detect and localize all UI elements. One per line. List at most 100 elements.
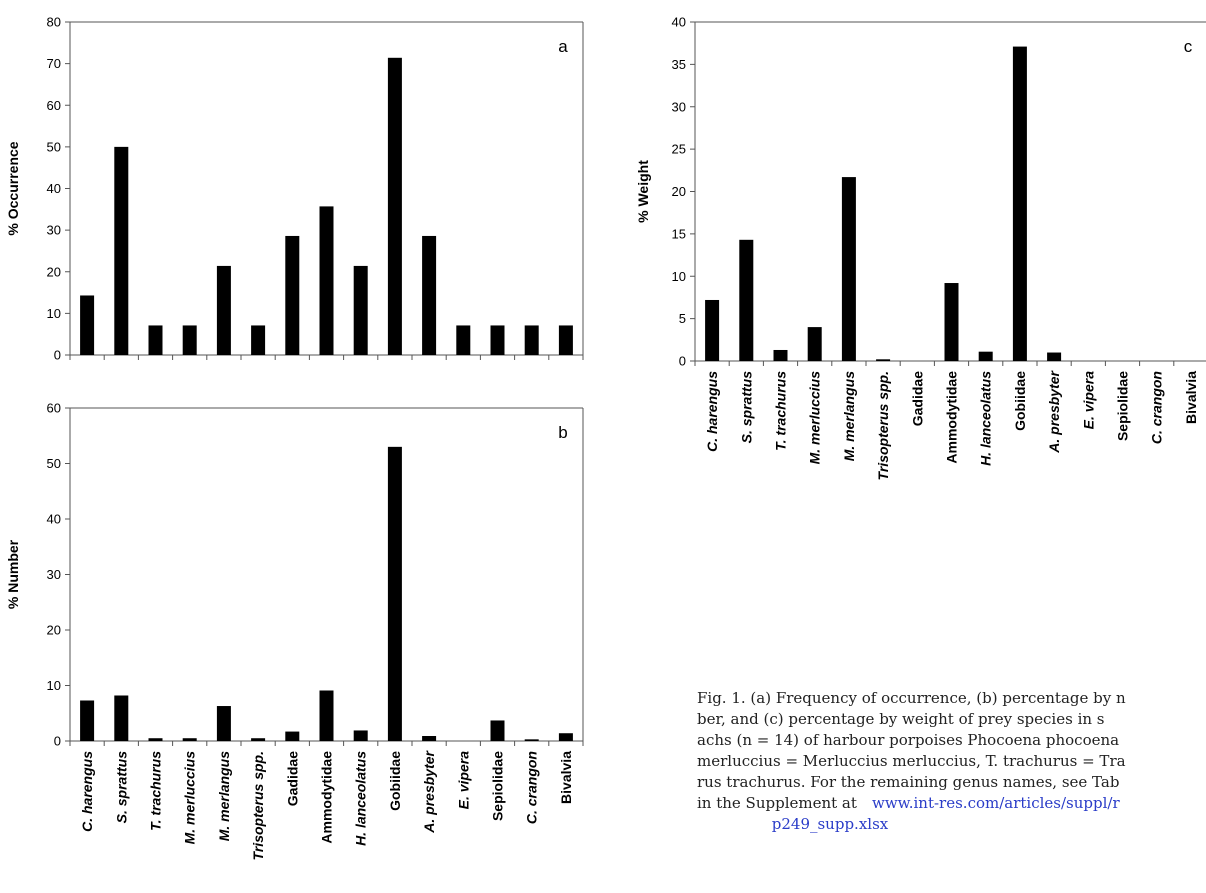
bar bbox=[353, 730, 368, 741]
bar bbox=[558, 325, 573, 355]
y-tick-label: 60 bbox=[47, 401, 61, 416]
caption-line: in the Supplement at bbox=[697, 794, 857, 812]
x-tick-label: C. crangon bbox=[524, 751, 540, 824]
y-tick-label: 40 bbox=[47, 512, 61, 527]
bar bbox=[490, 325, 505, 355]
x-tick-label: E. vipera bbox=[455, 751, 471, 810]
bar bbox=[251, 738, 266, 741]
x-tick-label: T. trachurus bbox=[773, 371, 789, 451]
bar bbox=[182, 738, 197, 741]
y-tick-label: 15 bbox=[672, 226, 686, 241]
bar bbox=[216, 265, 231, 355]
x-tick-label: Trisopterus spp. bbox=[875, 371, 891, 480]
x-tick-label: H. lanceolatus bbox=[978, 371, 994, 466]
bar bbox=[387, 446, 402, 741]
y-tick-label: 70 bbox=[47, 56, 61, 71]
y-tick-label: 25 bbox=[672, 142, 686, 157]
bar bbox=[558, 733, 573, 741]
caption: Fig. 1. (a) Frequency of occurrence, (b)… bbox=[697, 689, 1126, 833]
x-tick-label: Gobiidae bbox=[387, 751, 403, 811]
y-tick-label: 50 bbox=[47, 139, 61, 154]
bar bbox=[251, 325, 266, 355]
y-tick-label: 0 bbox=[679, 354, 686, 369]
y-tick-label: 30 bbox=[672, 99, 686, 114]
y-tick-label: 5 bbox=[679, 311, 686, 326]
bar bbox=[807, 327, 822, 361]
bar bbox=[114, 695, 129, 741]
x-tick-label: C. crangon bbox=[1149, 371, 1165, 444]
bar bbox=[524, 739, 539, 741]
x-tick-label: M. merluccius bbox=[807, 371, 823, 465]
y-tick-label: 40 bbox=[672, 15, 686, 30]
caption-line: Fig. 1. (a) Frequency of occurrence, (b)… bbox=[697, 689, 1126, 707]
bar bbox=[387, 57, 402, 356]
y-tick-label: 0 bbox=[54, 734, 61, 749]
y-tick-label: 60 bbox=[47, 98, 61, 113]
x-tick-label: H. lanceolatus bbox=[353, 751, 369, 846]
y-tick-label: 20 bbox=[672, 184, 686, 199]
bar bbox=[841, 177, 856, 361]
x-tick-label: A. presbyter bbox=[421, 749, 437, 833]
bar bbox=[739, 239, 754, 361]
bar bbox=[1047, 352, 1062, 361]
bar bbox=[1012, 46, 1027, 361]
bar bbox=[944, 283, 959, 361]
bar bbox=[148, 738, 163, 741]
x-tick-label: Ammodytidae bbox=[319, 751, 335, 844]
panel-label: b bbox=[558, 423, 567, 442]
x-tick-label: Trisopterus spp. bbox=[250, 751, 266, 860]
bar bbox=[216, 706, 231, 741]
x-tick-label: Bivalvia bbox=[1183, 371, 1199, 424]
caption-line: merluccius = Merluccius merluccius, T. t… bbox=[697, 752, 1126, 770]
bar bbox=[422, 736, 437, 741]
x-tick-label: Gadidae bbox=[909, 371, 925, 426]
bar bbox=[978, 351, 993, 361]
x-tick-label: S. sprattus bbox=[738, 371, 754, 444]
bar bbox=[114, 146, 129, 355]
y-tick-label: 40 bbox=[47, 181, 61, 196]
x-tick-label: M. merluccius bbox=[182, 751, 198, 845]
panel-label: a bbox=[558, 37, 568, 56]
bar bbox=[524, 325, 539, 355]
x-tick-label: Bivalvia bbox=[558, 751, 574, 804]
x-tick-label: Sepiolidae bbox=[1115, 371, 1131, 441]
caption-line: ber, and (c) percentage by weight of pre… bbox=[697, 710, 1105, 728]
x-tick-label: Ammodytidae bbox=[944, 371, 960, 464]
bar bbox=[353, 265, 368, 355]
bar bbox=[705, 299, 720, 361]
x-tick-label: E. vipera bbox=[1080, 371, 1096, 430]
caption-line: achs (n = 14) of harbour porpoises Phoco… bbox=[697, 731, 1119, 749]
bar bbox=[490, 720, 505, 741]
y-tick-label: 10 bbox=[47, 306, 61, 321]
y-axis-label: % Occurrence bbox=[5, 141, 21, 235]
x-tick-label: Gobiidae bbox=[1012, 371, 1028, 431]
x-tick-label: Sepiolidae bbox=[490, 751, 506, 821]
x-tick-label: C. harengus bbox=[704, 371, 720, 452]
y-tick-label: 30 bbox=[47, 567, 61, 582]
caption-link[interactable]: p249_supp.xlsx bbox=[772, 815, 889, 833]
x-tick-label: A. presbyter bbox=[1046, 369, 1062, 453]
y-tick-label: 10 bbox=[47, 678, 61, 693]
y-axis-label: % Weight bbox=[635, 160, 651, 223]
bar bbox=[876, 359, 891, 361]
bar bbox=[456, 325, 471, 355]
x-tick-label: Gadidae bbox=[284, 751, 300, 806]
caption-line: rus trachurus. For the remaining genus n… bbox=[697, 773, 1119, 791]
y-tick-label: 35 bbox=[672, 57, 686, 72]
y-tick-label: 10 bbox=[672, 269, 686, 284]
bar bbox=[319, 690, 334, 741]
y-tick-label: 0 bbox=[54, 348, 61, 363]
bar bbox=[182, 325, 197, 355]
x-tick-label: M. merlangus bbox=[216, 751, 232, 841]
y-axis-label: % Number bbox=[5, 539, 21, 609]
bar bbox=[80, 295, 95, 355]
bar bbox=[773, 349, 788, 361]
bar bbox=[285, 731, 300, 741]
caption-link[interactable]: www.int-res.com/articles/suppl/r bbox=[872, 794, 1120, 812]
y-tick-label: 80 bbox=[47, 15, 61, 30]
bar bbox=[285, 235, 300, 355]
x-tick-label: C. harengus bbox=[79, 751, 95, 832]
bar bbox=[148, 325, 163, 355]
x-tick-label: S. sprattus bbox=[113, 751, 129, 824]
